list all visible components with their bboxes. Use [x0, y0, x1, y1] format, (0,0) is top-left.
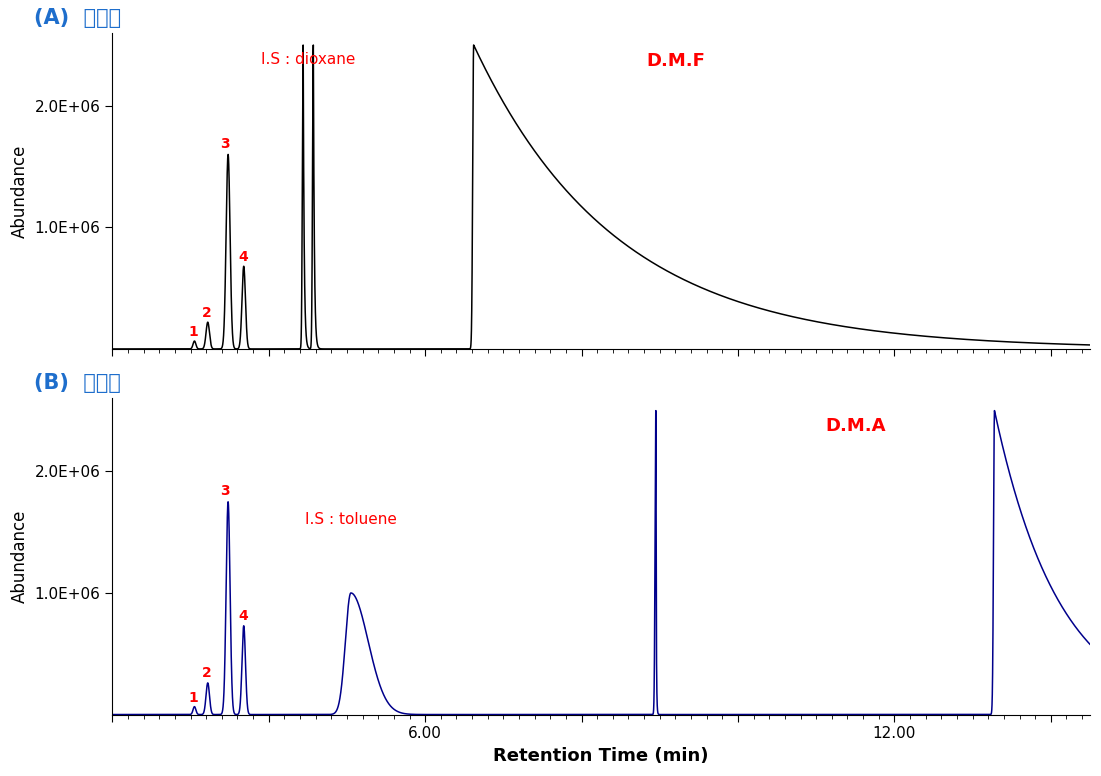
Text: D.M.F: D.M.F: [646, 52, 705, 70]
Text: 2: 2: [203, 306, 211, 320]
Text: I.S : toluene: I.S : toluene: [305, 512, 396, 527]
Text: 1: 1: [188, 325, 198, 339]
X-axis label: Retention Time (min): Retention Time (min): [493, 747, 709, 765]
Text: 4: 4: [238, 609, 248, 623]
Text: D.M.A: D.M.A: [825, 417, 885, 435]
Y-axis label: Abundance: Abundance: [11, 144, 29, 237]
Text: 2: 2: [203, 667, 211, 681]
Text: 1: 1: [188, 691, 198, 705]
Text: 3: 3: [220, 484, 230, 498]
Text: I.S : dioxane: I.S : dioxane: [261, 52, 355, 67]
Text: 3: 3: [220, 137, 230, 151]
Text: (A)  현행법: (A) 현행법: [34, 8, 121, 28]
Text: (B)  변경법: (B) 변경법: [34, 373, 121, 393]
Text: 4: 4: [238, 250, 248, 264]
Y-axis label: Abundance: Abundance: [11, 510, 29, 603]
